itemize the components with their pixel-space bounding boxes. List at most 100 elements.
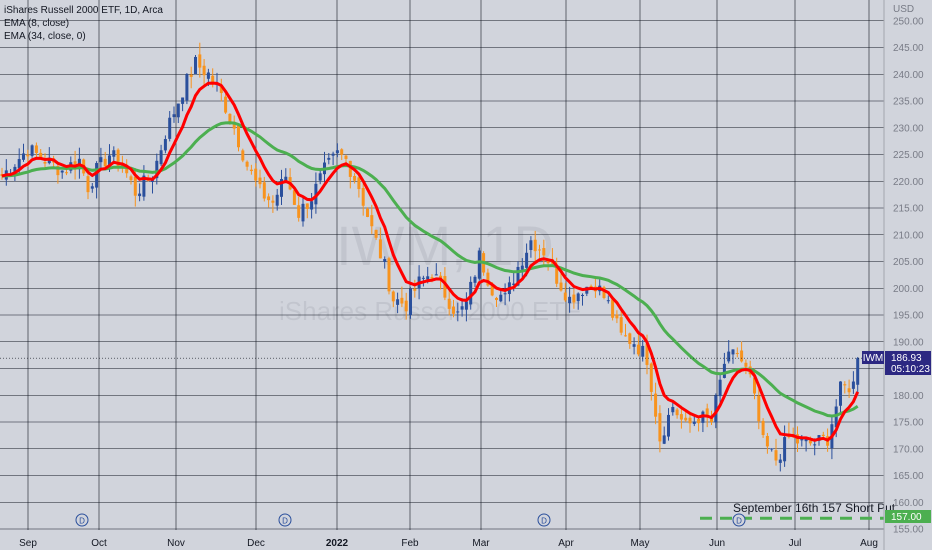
candle-body: [671, 406, 675, 413]
dividend-marker-icon: D: [732, 513, 746, 527]
svg-text:D: D: [541, 517, 547, 526]
candle-body: [744, 362, 748, 367]
y-tick-label: 170.00: [893, 444, 924, 455]
candle-body: [753, 377, 756, 394]
candle-body: [722, 363, 726, 378]
candle-body: [843, 384, 847, 386]
y-tick-label: 210.00: [893, 230, 924, 241]
candle-body: [611, 299, 615, 318]
candle-body: [667, 414, 670, 437]
time-axis[interactable]: Sep Oct Nov Dec 2022 Feb Mar Apr May Jun Jul Aug: [19, 538, 878, 549]
candle-body: [421, 277, 425, 279]
y-tick-label: 180.00: [893, 391, 924, 402]
candle-body: [133, 176, 137, 196]
candle-body: [271, 200, 275, 203]
candle-body: [396, 299, 400, 305]
candle-body: [151, 180, 154, 182]
candle-body: [606, 300, 610, 302]
candle-body: [280, 179, 283, 197]
candle-body: [679, 414, 683, 420]
candle-body: [538, 249, 541, 251]
candle-body: [516, 266, 520, 286]
candle-body: [284, 176, 288, 182]
candle-body: [619, 317, 623, 333]
candle-body: [447, 298, 451, 309]
candle-body: [559, 282, 563, 291]
candle-body: [688, 417, 692, 424]
candle-body: [387, 258, 391, 292]
candle-body: [409, 288, 412, 315]
x-tick-label: May: [631, 538, 650, 549]
candle-body: [576, 293, 580, 302]
candle-body: [542, 248, 546, 256]
candle-body: [735, 352, 739, 354]
price-axis[interactable]: USD 155.00 160.00 165.00 170.00 175.00 180.00…: [883, 0, 924, 550]
candle-body: [808, 440, 812, 444]
candle-body: [112, 150, 116, 157]
candle-body: [710, 418, 713, 423]
candle-body: [692, 421, 696, 424]
candle-body: [267, 196, 271, 201]
dividend-marker-icon: D: [75, 513, 89, 527]
candle-body: [628, 333, 632, 344]
candle-body: [43, 161, 47, 164]
candle-body: [796, 434, 799, 444]
svg-text:D: D: [282, 517, 288, 526]
candle-body: [90, 186, 94, 189]
y-tick-label: 195.00: [893, 311, 924, 322]
candle-body: [851, 381, 855, 389]
y-tick-label: 245.00: [893, 43, 924, 54]
annotation-label: September 16th 157 Short Put: [733, 501, 896, 515]
candle-body: [529, 240, 533, 251]
candle-body: [740, 350, 744, 362]
candle-body: [241, 150, 245, 161]
candle-body: [99, 157, 103, 163]
y-tick-label: 155.00: [893, 525, 924, 536]
candle-body: [520, 265, 524, 270]
candle-body: [426, 276, 430, 280]
price-tag: IWM 186.93 05:10:23: [862, 351, 931, 375]
x-tick-label: 2022: [326, 538, 349, 549]
candle-body: [13, 166, 17, 173]
candle-body: [757, 395, 761, 422]
candle-body: [361, 188, 365, 206]
candle-body: [804, 438, 808, 442]
y-tick-label: 215.00: [893, 204, 924, 215]
candle-body: [249, 169, 253, 172]
candle-body: [17, 159, 21, 169]
candle-body: [413, 288, 417, 291]
candle-body: [624, 335, 627, 337]
candle-body: [813, 444, 817, 446]
candle-body: [305, 203, 309, 209]
candle-body: [211, 75, 215, 84]
candle-body: [404, 300, 408, 312]
candle-body: [357, 177, 361, 190]
candle-body: [176, 103, 180, 118]
candle-body: [460, 306, 464, 310]
y-tick-label: 205.00: [893, 257, 924, 268]
candle-body: [615, 314, 619, 319]
candle-body: [490, 284, 494, 296]
candle-body: [658, 413, 662, 442]
candle-body: [194, 56, 197, 75]
svg-text:D: D: [79, 517, 85, 526]
candle-body: [56, 166, 60, 176]
candle-body: [297, 205, 301, 218]
candle-body: [378, 239, 382, 259]
candle-body: [310, 201, 314, 210]
candle-body: [30, 145, 34, 156]
candle-body: [434, 274, 438, 276]
candle-body: [572, 294, 576, 303]
candle-body: [232, 121, 236, 129]
candle-body: [206, 72, 210, 79]
x-tick-label: Mar: [472, 538, 490, 549]
candle-body: [525, 252, 529, 268]
candle-body: [800, 439, 804, 441]
candle-body: [275, 194, 279, 206]
candle-body: [847, 388, 851, 393]
candle-body: [353, 175, 357, 181]
svg-text:D: D: [736, 517, 742, 526]
candle-body: [39, 152, 43, 159]
